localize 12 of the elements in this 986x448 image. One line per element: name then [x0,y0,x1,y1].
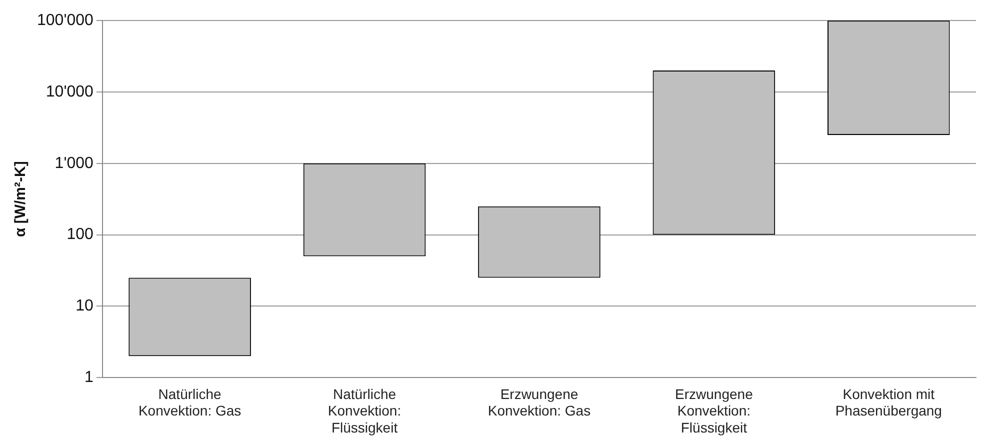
y-tick-label: 100 [66,226,94,244]
y-axis-title: α [W/m²-K] [12,161,30,238]
x-tick-label: Konvektion mit Phasenübergang [835,386,942,419]
y-tick-label: 10'000 [46,83,94,100]
y-tick-label: 1 [84,369,94,386]
x-tick-label: Erzwungene Konvektion: Flüssigkeit [675,386,754,436]
x-tick-label: Natürliche Konvektion: Flüssigkeit [328,386,402,436]
y-tick-label: 1'000 [54,154,94,172]
x-tick-label: Natürliche Konvektion: Gas [138,386,242,419]
x-tick-label: Erzwungene Konvektion: Gas [488,386,591,419]
y-tick-label: 100'000 [36,12,94,30]
y-tick-label: 10 [76,298,94,315]
